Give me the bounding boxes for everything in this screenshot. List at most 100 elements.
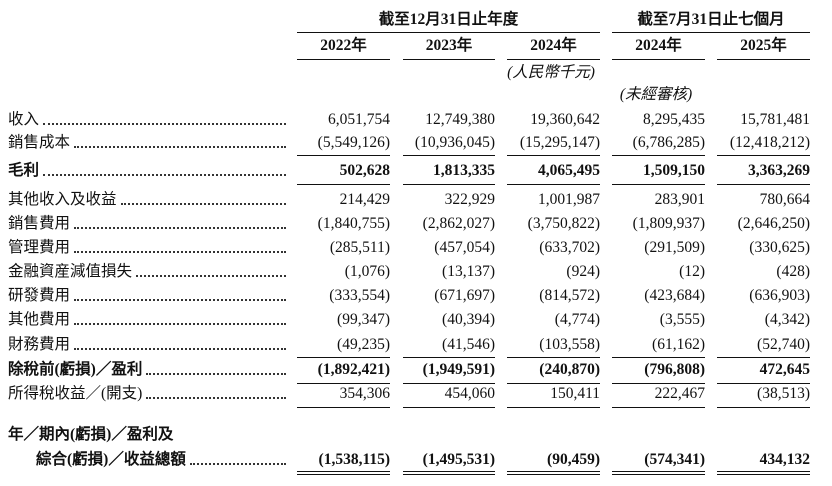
- label-text: 其他收入及收益: [8, 191, 117, 208]
- total-rule: [507, 471, 600, 472]
- cell-value: (633,702): [539, 239, 600, 256]
- cell-value: 222,467: [654, 385, 705, 402]
- total-rule: [507, 357, 600, 358]
- cell-value: (61,162): [652, 336, 705, 353]
- cell-value: (52,740): [757, 336, 810, 353]
- year-rule: [612, 59, 705, 60]
- cell-value: (796,808): [644, 361, 705, 378]
- cell-value: (457,054): [434, 239, 495, 256]
- label-text: 所得稅收益／(開支): [8, 385, 143, 402]
- cell-value: 780,664: [759, 191, 810, 208]
- cell-value: (15,295,147): [519, 134, 600, 151]
- row-label: 收入: [8, 110, 290, 130]
- label-text: 其他費用: [8, 311, 71, 328]
- dot-leader: [120, 190, 286, 205]
- cell-value: 283,901: [654, 191, 705, 208]
- total-rule: [297, 357, 390, 358]
- total-rule: [612, 155, 705, 156]
- cell-value: (814,572): [539, 287, 600, 304]
- row-label: 除稅前(虧損)／盈利: [8, 360, 290, 380]
- total-rule: [507, 407, 600, 408]
- total-rule: [403, 407, 495, 408]
- cell-value: 472,645: [759, 361, 810, 378]
- year-header: 2024年: [635, 37, 682, 54]
- label-text: 銷售費用: [8, 215, 71, 232]
- cell-value: (103,558): [539, 336, 600, 353]
- unit-note: (人民幣千元): [507, 64, 595, 81]
- group-rule: [297, 32, 600, 33]
- cell-value: 1,001,987: [538, 191, 600, 208]
- total-rule: [717, 471, 810, 472]
- cell-value: (38,513): [757, 385, 810, 402]
- total-rule: [612, 407, 705, 408]
- dot-leader: [74, 214, 286, 229]
- cell-value: (2,646,250): [737, 215, 810, 232]
- label-text: 收入: [8, 111, 40, 128]
- dot-leader: [43, 161, 286, 176]
- cell-value: (333,554): [329, 287, 390, 304]
- total-rule: [612, 474, 705, 475]
- cell-value: 8,295,435: [643, 111, 705, 128]
- cell-value: 454,060: [444, 385, 495, 402]
- total-rule: [717, 383, 810, 384]
- dot-leader: [43, 110, 286, 125]
- row-label: 年／期內(虧損)／盈利及: [8, 425, 268, 445]
- cell-value: (41,546): [442, 336, 495, 353]
- row-label: 銷售費用: [8, 214, 290, 234]
- dot-leader: [146, 360, 286, 375]
- total-rule: [717, 407, 810, 408]
- cell-value: (240,870): [539, 361, 600, 378]
- row-label: 毛利: [8, 161, 290, 181]
- cell-value: (574,341): [644, 451, 705, 468]
- cell-value: 12,749,380: [425, 111, 495, 128]
- total-rule: [507, 184, 600, 185]
- row-label: 財務費用: [8, 335, 290, 355]
- cell-value: (5,549,126): [317, 134, 390, 151]
- cell-value: 214,429: [339, 191, 390, 208]
- dot-leader: [189, 450, 286, 465]
- dot-leader: [74, 286, 286, 301]
- year-header: 2025年: [740, 37, 787, 54]
- total-rule: [297, 474, 390, 475]
- year-rule: [297, 59, 390, 60]
- total-rule: [297, 407, 390, 408]
- total-rule: [403, 471, 495, 472]
- total-rule: [717, 155, 810, 156]
- total-rule: [403, 184, 495, 185]
- cell-value: (1,495,531): [422, 451, 495, 468]
- label-text: 年／期內(虧損)／盈利及: [8, 426, 174, 443]
- total-rule: [717, 357, 810, 358]
- total-rule: [717, 474, 810, 475]
- group-header: 截至12月31日止年度: [378, 11, 519, 28]
- year-rule: [717, 59, 810, 60]
- cell-value: (285,511): [329, 239, 390, 256]
- cell-value: 3,363,269: [748, 162, 810, 179]
- total-rule: [612, 383, 705, 384]
- cell-value: (291,509): [644, 239, 705, 256]
- cell-value: (2,862,027): [422, 215, 495, 232]
- cell-value: (4,342): [764, 311, 810, 328]
- year-rule: [507, 59, 600, 60]
- cell-value: (1,949,591): [422, 361, 495, 378]
- total-rule: [507, 383, 600, 384]
- total-rule: [403, 474, 495, 475]
- cell-value: (49,235): [337, 336, 390, 353]
- cell-value: 354,306: [339, 385, 390, 402]
- label-text: 綜合(虧損)／收益總額: [36, 451, 186, 468]
- label-text: 財務費用: [8, 336, 71, 353]
- label-text: 管理費用: [8, 239, 71, 256]
- row-label: 銷售成本: [8, 133, 290, 153]
- cell-value: (10,936,045): [414, 134, 495, 151]
- total-rule: [297, 155, 390, 156]
- total-rule: [612, 357, 705, 358]
- cell-value: (4,774): [554, 311, 600, 328]
- cell-value: (1,892,421): [317, 361, 390, 378]
- cell-value: (1,840,755): [317, 215, 390, 232]
- cell-value: (330,625): [749, 239, 810, 256]
- cell-value: (12,418,212): [729, 134, 810, 151]
- cell-value: (3,750,822): [527, 215, 600, 232]
- label-text: 研發費用: [8, 287, 71, 304]
- cell-value: (90,459): [547, 451, 600, 468]
- audit-note: (未經審核): [619, 86, 693, 103]
- label-text: 毛利: [8, 162, 40, 179]
